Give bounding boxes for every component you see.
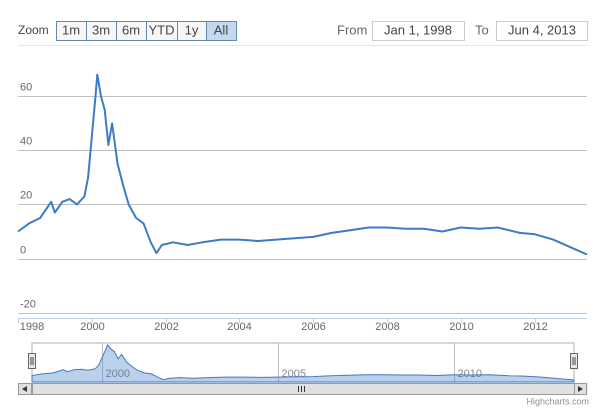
navigator-tick-label: 2000 bbox=[106, 368, 130, 380]
from-input[interactable] bbox=[372, 21, 465, 41]
x-tick-label: 1998 bbox=[20, 321, 44, 333]
x-tick-label: 2000 bbox=[80, 321, 104, 333]
credits[interactable]: Highcharts.com bbox=[526, 396, 589, 406]
y-tick-label: 20 bbox=[20, 189, 32, 201]
to-value[interactable]: Jun 4, 2013 bbox=[508, 22, 576, 37]
range-button[interactable] bbox=[206, 21, 237, 41]
from-label: From bbox=[337, 22, 367, 37]
navigator-handle[interactable] bbox=[570, 353, 578, 369]
x-tick-label: 2012 bbox=[523, 321, 547, 333]
x-tick-label: 2006 bbox=[301, 321, 325, 333]
navigator-bg bbox=[31, 342, 575, 383]
series-line bbox=[17, 73, 588, 256]
navigator-area bbox=[31, 344, 575, 383]
navigator-handle[interactable] bbox=[28, 353, 36, 369]
zoom-label: Zoom bbox=[18, 23, 49, 37]
scrollbar-left-arrow bbox=[22, 386, 27, 392]
y-tick-label: 40 bbox=[20, 135, 32, 147]
y-tick-label: -20 bbox=[20, 298, 36, 310]
x-tick-label: 2002 bbox=[154, 321, 178, 333]
scrollbar-thumb[interactable] bbox=[32, 383, 575, 395]
to-label: To bbox=[475, 22, 489, 37]
x-tick-label: 2008 bbox=[375, 321, 399, 333]
range-button-label[interactable]: All bbox=[214, 22, 229, 37]
range-button-label[interactable]: 1m bbox=[62, 22, 80, 37]
y-tick-label: 60 bbox=[20, 81, 32, 93]
from-value[interactable]: Jan 1, 1998 bbox=[384, 22, 452, 37]
y-tick-label: 0 bbox=[20, 244, 26, 256]
navigator-tick-label: 2010 bbox=[458, 368, 482, 380]
scrollbar-right-arrow bbox=[578, 386, 583, 392]
range-button-label[interactable]: 1y bbox=[185, 22, 199, 37]
range-button-label[interactable]: YTD bbox=[149, 22, 175, 37]
range-button-label[interactable]: 3m bbox=[92, 22, 110, 37]
range-button-label[interactable]: 6m bbox=[122, 22, 140, 37]
x-tick-label: 2004 bbox=[227, 321, 251, 333]
to-input[interactable] bbox=[496, 21, 588, 41]
x-tick-label: 2010 bbox=[449, 321, 473, 333]
